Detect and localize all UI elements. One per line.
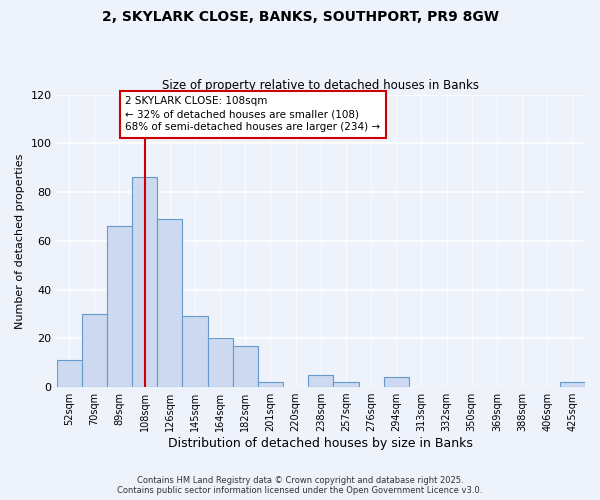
Text: 2, SKYLARK CLOSE, BANKS, SOUTHPORT, PR9 8GW: 2, SKYLARK CLOSE, BANKS, SOUTHPORT, PR9 … bbox=[101, 10, 499, 24]
Bar bbox=[157, 219, 182, 387]
Bar bbox=[107, 226, 132, 387]
Bar bbox=[308, 375, 334, 387]
X-axis label: Distribution of detached houses by size in Banks: Distribution of detached houses by size … bbox=[169, 437, 473, 450]
Bar bbox=[560, 382, 585, 387]
Y-axis label: Number of detached properties: Number of detached properties bbox=[15, 153, 25, 328]
Text: 2 SKYLARK CLOSE: 108sqm
← 32% of detached houses are smaller (108)
68% of semi-d: 2 SKYLARK CLOSE: 108sqm ← 32% of detache… bbox=[125, 96, 380, 132]
Bar bbox=[258, 382, 283, 387]
Bar bbox=[233, 346, 258, 387]
Text: Contains HM Land Registry data © Crown copyright and database right 2025.
Contai: Contains HM Land Registry data © Crown c… bbox=[118, 476, 482, 495]
Bar bbox=[334, 382, 359, 387]
Bar bbox=[56, 360, 82, 387]
Bar bbox=[82, 314, 107, 387]
Bar bbox=[208, 338, 233, 387]
Title: Size of property relative to detached houses in Banks: Size of property relative to detached ho… bbox=[162, 79, 479, 92]
Bar bbox=[383, 378, 409, 387]
Bar bbox=[182, 316, 208, 387]
Bar bbox=[132, 178, 157, 387]
